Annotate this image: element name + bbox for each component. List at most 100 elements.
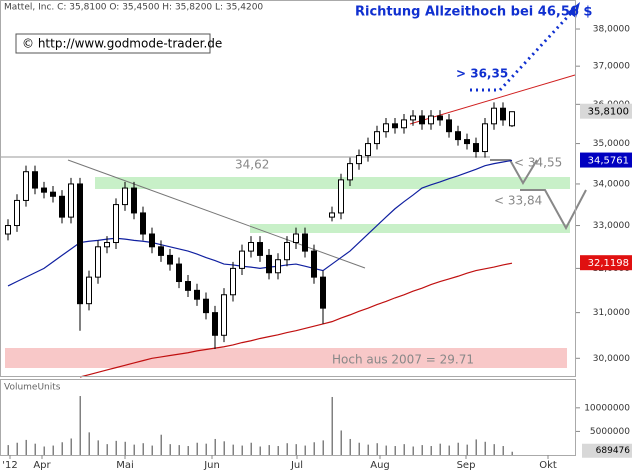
volume-bar bbox=[277, 446, 279, 455]
volume-bar bbox=[457, 442, 459, 455]
volume-bar bbox=[52, 445, 54, 455]
candle-body bbox=[419, 115, 425, 125]
volume-bar bbox=[412, 446, 414, 455]
volume-bar bbox=[142, 443, 144, 455]
candle-body bbox=[248, 242, 254, 252]
moving-average bbox=[79, 262, 513, 378]
candle-body bbox=[230, 267, 236, 296]
annotation: < 34,55 bbox=[514, 156, 562, 170]
candle-body bbox=[104, 242, 110, 248]
candle-body bbox=[95, 246, 101, 278]
volume-bar bbox=[97, 440, 99, 455]
candle-body bbox=[329, 212, 335, 218]
candle-body bbox=[23, 171, 29, 201]
volume-bar bbox=[187, 446, 189, 455]
volume-bar bbox=[205, 443, 207, 455]
candle-body bbox=[50, 191, 56, 197]
candle-body bbox=[203, 298, 209, 314]
volume-bar bbox=[16, 442, 18, 455]
volume-bar bbox=[70, 438, 72, 455]
candle-body bbox=[77, 183, 83, 305]
volume-bar bbox=[232, 444, 234, 455]
volume-bar bbox=[475, 439, 477, 455]
volume-bar bbox=[61, 442, 63, 455]
candle-body bbox=[185, 281, 191, 291]
candle-body bbox=[293, 233, 299, 244]
volume-bar bbox=[322, 440, 324, 455]
volume-bar bbox=[133, 444, 135, 455]
volume-bar bbox=[430, 446, 432, 455]
candle-body bbox=[239, 250, 245, 269]
target-arrow bbox=[470, 10, 574, 92]
candle-body bbox=[176, 263, 182, 283]
candle-body bbox=[374, 131, 380, 145]
volume-bar bbox=[160, 434, 162, 455]
candle-body bbox=[140, 212, 146, 235]
candle-body bbox=[59, 195, 65, 218]
volume-bar bbox=[214, 438, 216, 455]
annotation: < 33,84 bbox=[494, 194, 542, 208]
volume-title: VolumeUnits bbox=[4, 383, 61, 393]
volume-bar bbox=[151, 445, 153, 455]
candle-body bbox=[41, 187, 47, 193]
volume-bar bbox=[196, 442, 198, 455]
annotation: 34,62 bbox=[235, 158, 269, 172]
candle-body bbox=[302, 233, 308, 252]
candle-body bbox=[491, 107, 497, 125]
price-tag: 32,1198 bbox=[588, 258, 629, 269]
price-tag: 34,5761 bbox=[588, 156, 629, 167]
volume-bar bbox=[349, 438, 351, 455]
x-tick-label: Aug bbox=[370, 460, 390, 471]
candle-body bbox=[437, 115, 443, 121]
volume-bar bbox=[394, 446, 396, 455]
y-tick-label: 31,0000 bbox=[593, 308, 630, 318]
x-tick-label: Sep bbox=[457, 460, 476, 471]
annotation: Hoch aus 2007 = 29.71 bbox=[332, 353, 474, 367]
copyright: © http://www.godmode-trader.de bbox=[22, 37, 222, 51]
candle-body bbox=[266, 254, 272, 274]
candle-body bbox=[113, 204, 119, 244]
volume-bar bbox=[313, 442, 315, 455]
volume-tick-label: 10000000 bbox=[584, 403, 630, 413]
candle-body bbox=[221, 294, 227, 336]
x-tick-label: '12 bbox=[2, 460, 17, 471]
volume-bar bbox=[25, 439, 27, 455]
x-tick-label: Mai bbox=[116, 460, 134, 471]
y-tick-label: 38,0000 bbox=[593, 25, 630, 35]
volume-bar bbox=[124, 441, 126, 455]
candle-body bbox=[410, 115, 416, 121]
candle-body bbox=[311, 250, 317, 278]
volume-bar bbox=[340, 430, 342, 455]
candle-body bbox=[338, 179, 344, 214]
candle-body bbox=[86, 276, 92, 305]
volume-panel-frame bbox=[0, 379, 576, 456]
volume-bar bbox=[331, 396, 333, 455]
volume-bar bbox=[421, 445, 423, 455]
y-tick-label: 37,0000 bbox=[593, 62, 630, 72]
green-zone bbox=[95, 177, 570, 189]
candle-body bbox=[14, 199, 20, 227]
candle-body bbox=[122, 187, 128, 206]
candle-body bbox=[383, 123, 389, 133]
volume-bar bbox=[358, 442, 360, 455]
trend-line bbox=[67, 159, 366, 269]
volume-bar bbox=[367, 444, 369, 455]
candle-body bbox=[167, 254, 173, 265]
price-tag-box bbox=[580, 255, 632, 271]
candle-body bbox=[149, 233, 155, 248]
volume-bar bbox=[295, 444, 297, 455]
candle-body bbox=[5, 225, 11, 235]
volume-bar bbox=[286, 443, 288, 455]
price-tag: 35,8100 bbox=[588, 107, 629, 118]
candle-body bbox=[455, 131, 461, 141]
candle-body bbox=[32, 171, 38, 189]
x-tick-label: Okt bbox=[539, 460, 557, 471]
volume-bar bbox=[376, 443, 378, 455]
candle-body bbox=[284, 242, 290, 261]
candle-body bbox=[392, 123, 398, 129]
y-tick-label: 34,0000 bbox=[593, 179, 630, 189]
annotation: Richtung Allzeithoch bei 46,56 $ bbox=[355, 5, 592, 20]
volume-bar bbox=[259, 446, 261, 455]
